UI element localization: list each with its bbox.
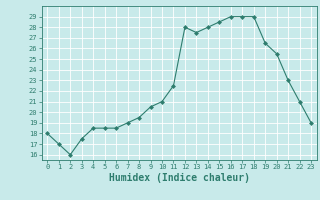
- X-axis label: Humidex (Indice chaleur): Humidex (Indice chaleur): [109, 173, 250, 183]
